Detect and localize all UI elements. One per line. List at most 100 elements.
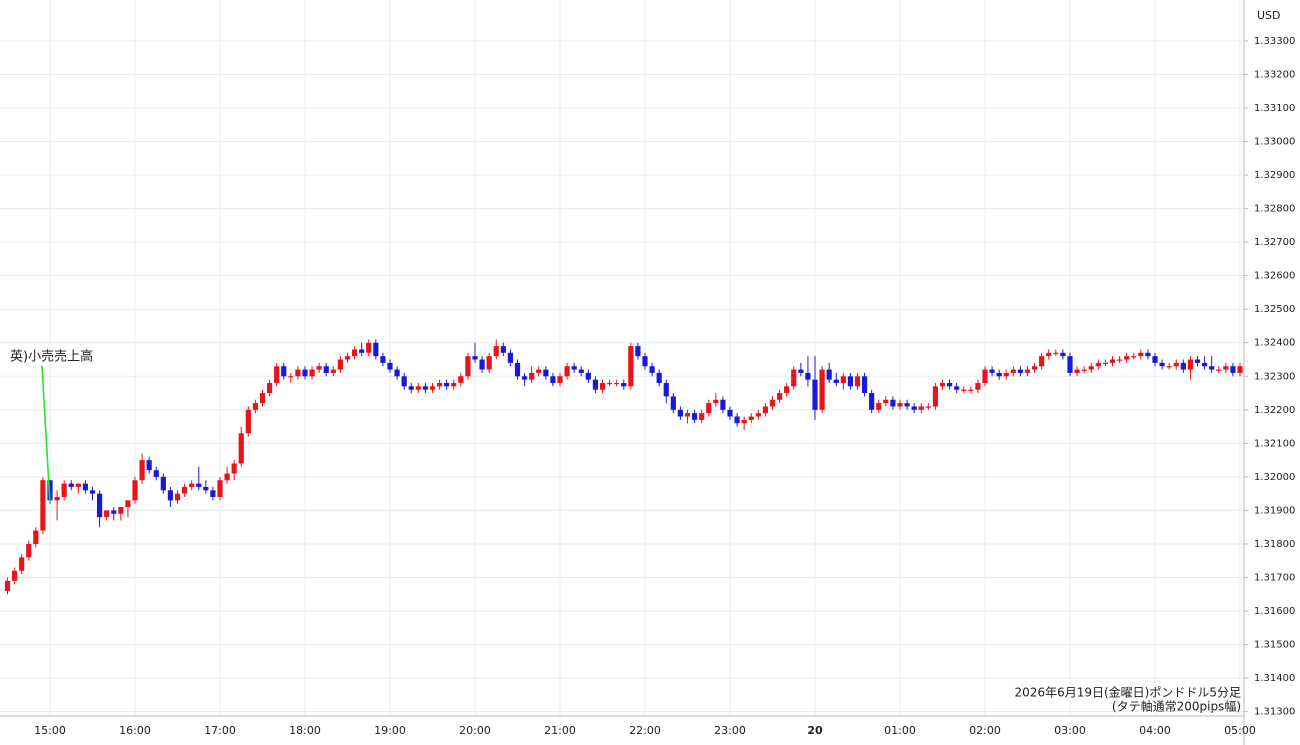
candle-body — [146, 460, 152, 471]
x-tick-label: 05:00 — [1224, 724, 1256, 737]
candle-body — [217, 480, 223, 498]
y-tick-label: 1.32800 — [1254, 204, 1295, 215]
candle-body — [1216, 369, 1222, 371]
candle-body — [1145, 352, 1151, 357]
candle-body — [649, 366, 655, 373]
candle-body — [670, 396, 676, 410]
candle-body — [479, 359, 485, 370]
candle-body — [826, 369, 832, 380]
candle-body — [82, 483, 89, 491]
candle-body — [727, 409, 733, 417]
candle-body — [741, 419, 747, 424]
candle-body — [1024, 369, 1031, 373]
candle-body — [656, 372, 662, 383]
candle-body — [939, 382, 946, 387]
candle-body — [1031, 366, 1038, 370]
x-tick-label: 15:00 — [34, 724, 66, 737]
candle-body — [415, 386, 421, 390]
candle-body — [203, 486, 209, 491]
candle-body — [599, 382, 606, 390]
candle-body — [720, 399, 726, 410]
candle-body — [713, 399, 719, 404]
candle-body — [1230, 366, 1236, 373]
candle-body — [1180, 362, 1186, 370]
candle-body — [458, 376, 464, 383]
candle-body — [139, 460, 145, 481]
candle-body — [210, 490, 216, 498]
y-tick-label: 1.32200 — [1254, 405, 1295, 416]
candle-body — [883, 399, 889, 404]
candle-body — [330, 369, 336, 373]
candle-body — [932, 386, 939, 407]
annotation-text: 英)小売売上高 — [10, 349, 93, 365]
y-tick-label: 1.32500 — [1254, 304, 1295, 315]
candle-body — [323, 366, 329, 373]
candle-body — [500, 346, 506, 353]
candle-body — [784, 386, 790, 394]
candle-body — [1124, 356, 1130, 360]
candle-body — [1173, 362, 1179, 367]
candle-body — [288, 376, 294, 378]
candle-body — [614, 382, 620, 385]
x-tick-label: 23:00 — [714, 724, 746, 737]
candle-body — [153, 470, 159, 477]
y-tick-label: 1.31300 — [1254, 707, 1295, 718]
candle-body — [564, 366, 570, 377]
candle-body — [451, 382, 457, 387]
candle-body — [982, 369, 988, 383]
candle-body — [302, 369, 308, 377]
candle-body — [748, 416, 754, 420]
candle-body — [911, 406, 917, 410]
candle-body — [189, 483, 195, 487]
candle-body — [1237, 366, 1243, 373]
candle-body — [840, 376, 846, 383]
y-tick-label: 1.32400 — [1254, 338, 1295, 349]
candle-body — [408, 386, 414, 390]
candle-body — [833, 379, 839, 383]
axes: 1.31300 1.31400 1.31500 1.31600 1.31700 1.318… — [34, 36, 1295, 737]
candle-body — [422, 386, 429, 390]
candle-body — [812, 379, 818, 410]
candle-body — [259, 393, 266, 404]
candle-body — [1223, 366, 1229, 370]
candle-body — [401, 376, 407, 387]
candle-body — [529, 372, 535, 380]
candle-body — [26, 543, 32, 558]
candle-body — [521, 376, 528, 380]
note: 2026年6月19日(金曜日)ポンドドル5分足 — [1015, 685, 1241, 700]
candle-body — [167, 490, 174, 501]
candle-body — [699, 413, 705, 420]
candle-body — [571, 366, 577, 370]
candle-body — [1053, 352, 1059, 355]
candle-body — [621, 382, 627, 387]
candle-body — [366, 342, 372, 353]
candle-body — [54, 497, 60, 501]
x-tick-label: 17:00 — [204, 724, 236, 737]
candle-body — [507, 352, 514, 363]
y-tick-label: 1.31400 — [1254, 673, 1295, 684]
candle-body — [196, 483, 202, 487]
candle-body — [1067, 356, 1073, 373]
candle-body — [465, 356, 471, 377]
candle-body — [125, 500, 131, 508]
candle-body — [1194, 359, 1201, 363]
candle-body — [429, 386, 436, 390]
candle-body — [968, 389, 974, 391]
candle-body — [628, 346, 634, 387]
candle-body — [819, 369, 825, 410]
candle-body — [252, 403, 259, 410]
y-tick-label: 1.33200 — [1254, 69, 1295, 80]
candle-body — [918, 406, 924, 410]
candle-body — [337, 359, 344, 370]
candle-body — [1187, 359, 1194, 370]
candle-body — [706, 403, 712, 414]
y-tick-label: 1.33100 — [1254, 103, 1295, 114]
candle-body — [472, 356, 478, 360]
candle-body — [68, 483, 74, 487]
candle-body — [592, 379, 599, 390]
y-tick-label: 1.31800 — [1254, 539, 1295, 550]
candle-body — [606, 382, 613, 385]
y-tick-label: 1.31900 — [1254, 505, 1295, 516]
candle-body — [1095, 362, 1101, 367]
